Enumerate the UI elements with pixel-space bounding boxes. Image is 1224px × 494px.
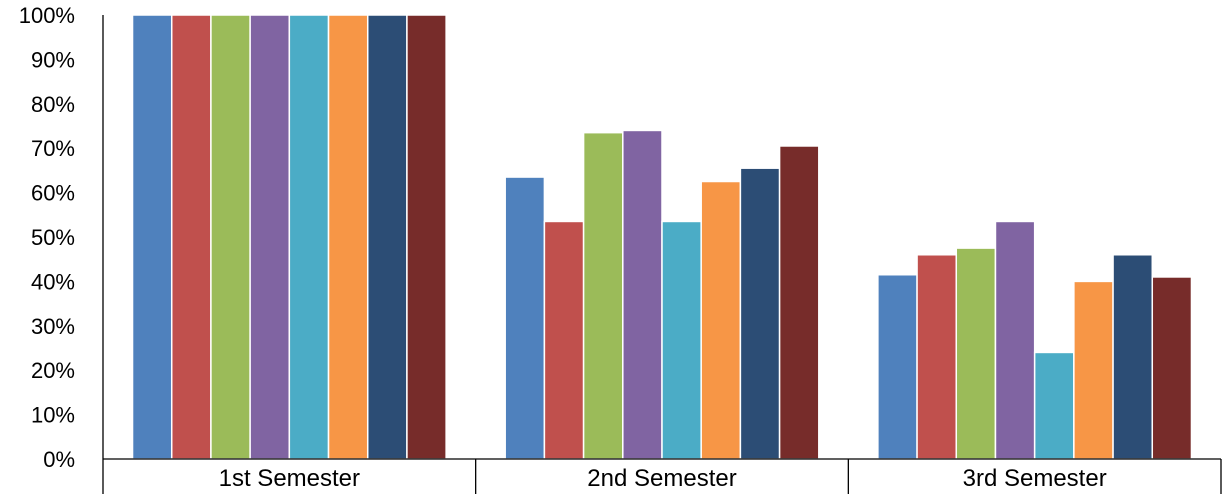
- bar-1-8: [406, 14, 447, 460]
- bars-group: [131, 14, 1193, 460]
- y-tick-label: 30%: [31, 314, 75, 339]
- bar-3-7: [1112, 254, 1154, 460]
- bar-2-4: [622, 129, 663, 460]
- bar-1-1: [131, 14, 173, 460]
- y-tick-label: 20%: [31, 358, 75, 383]
- y-axis-ticks: 0% 10% 20% 30% 40% 50% 60% 70% 80% 90% 100%: [19, 3, 75, 472]
- y-tick-label: 0%: [43, 447, 75, 472]
- bar-1-6: [327, 14, 369, 460]
- bar-3-3: [955, 247, 997, 460]
- bar-2-3: [582, 131, 624, 460]
- x-category-label: 1st Semester: [219, 465, 360, 492]
- bar-2-8: [778, 145, 820, 460]
- y-tick-label: 90%: [31, 47, 75, 72]
- axes-group: [102, 15, 1222, 494]
- bar-2-1: [504, 176, 546, 460]
- x-category-label: 3rd Semester: [963, 465, 1107, 492]
- bar-1-3: [210, 14, 251, 460]
- bar-2-5: [661, 220, 702, 460]
- bar-2-7: [739, 167, 781, 460]
- bar-2-2: [543, 220, 585, 460]
- bar-3-5: [1033, 351, 1075, 460]
- bar-3-2: [916, 254, 958, 460]
- y-tick-label: 40%: [31, 269, 75, 294]
- bar-3-4: [994, 220, 1036, 460]
- bar-2-6: [700, 180, 742, 460]
- bar-1-2: [170, 14, 212, 460]
- y-tick-label: 80%: [31, 92, 75, 117]
- bar-3-8: [1151, 276, 1193, 460]
- x-axis-categories: 1st Semester 2nd Semester 3rd Semester: [219, 465, 1107, 492]
- bar-1-7: [366, 14, 408, 460]
- bar-3-6: [1073, 280, 1114, 460]
- y-tick-label: 50%: [31, 225, 75, 250]
- bar-3-1: [877, 273, 918, 460]
- x-category-label: 2nd Semester: [587, 465, 736, 492]
- y-tick-label: 10%: [31, 403, 75, 428]
- y-tick-label: 70%: [31, 136, 75, 161]
- bar-1-5: [288, 14, 330, 460]
- y-tick-label: 60%: [31, 181, 75, 206]
- bar-1-4: [249, 14, 291, 460]
- y-tick-label: 100%: [19, 3, 75, 28]
